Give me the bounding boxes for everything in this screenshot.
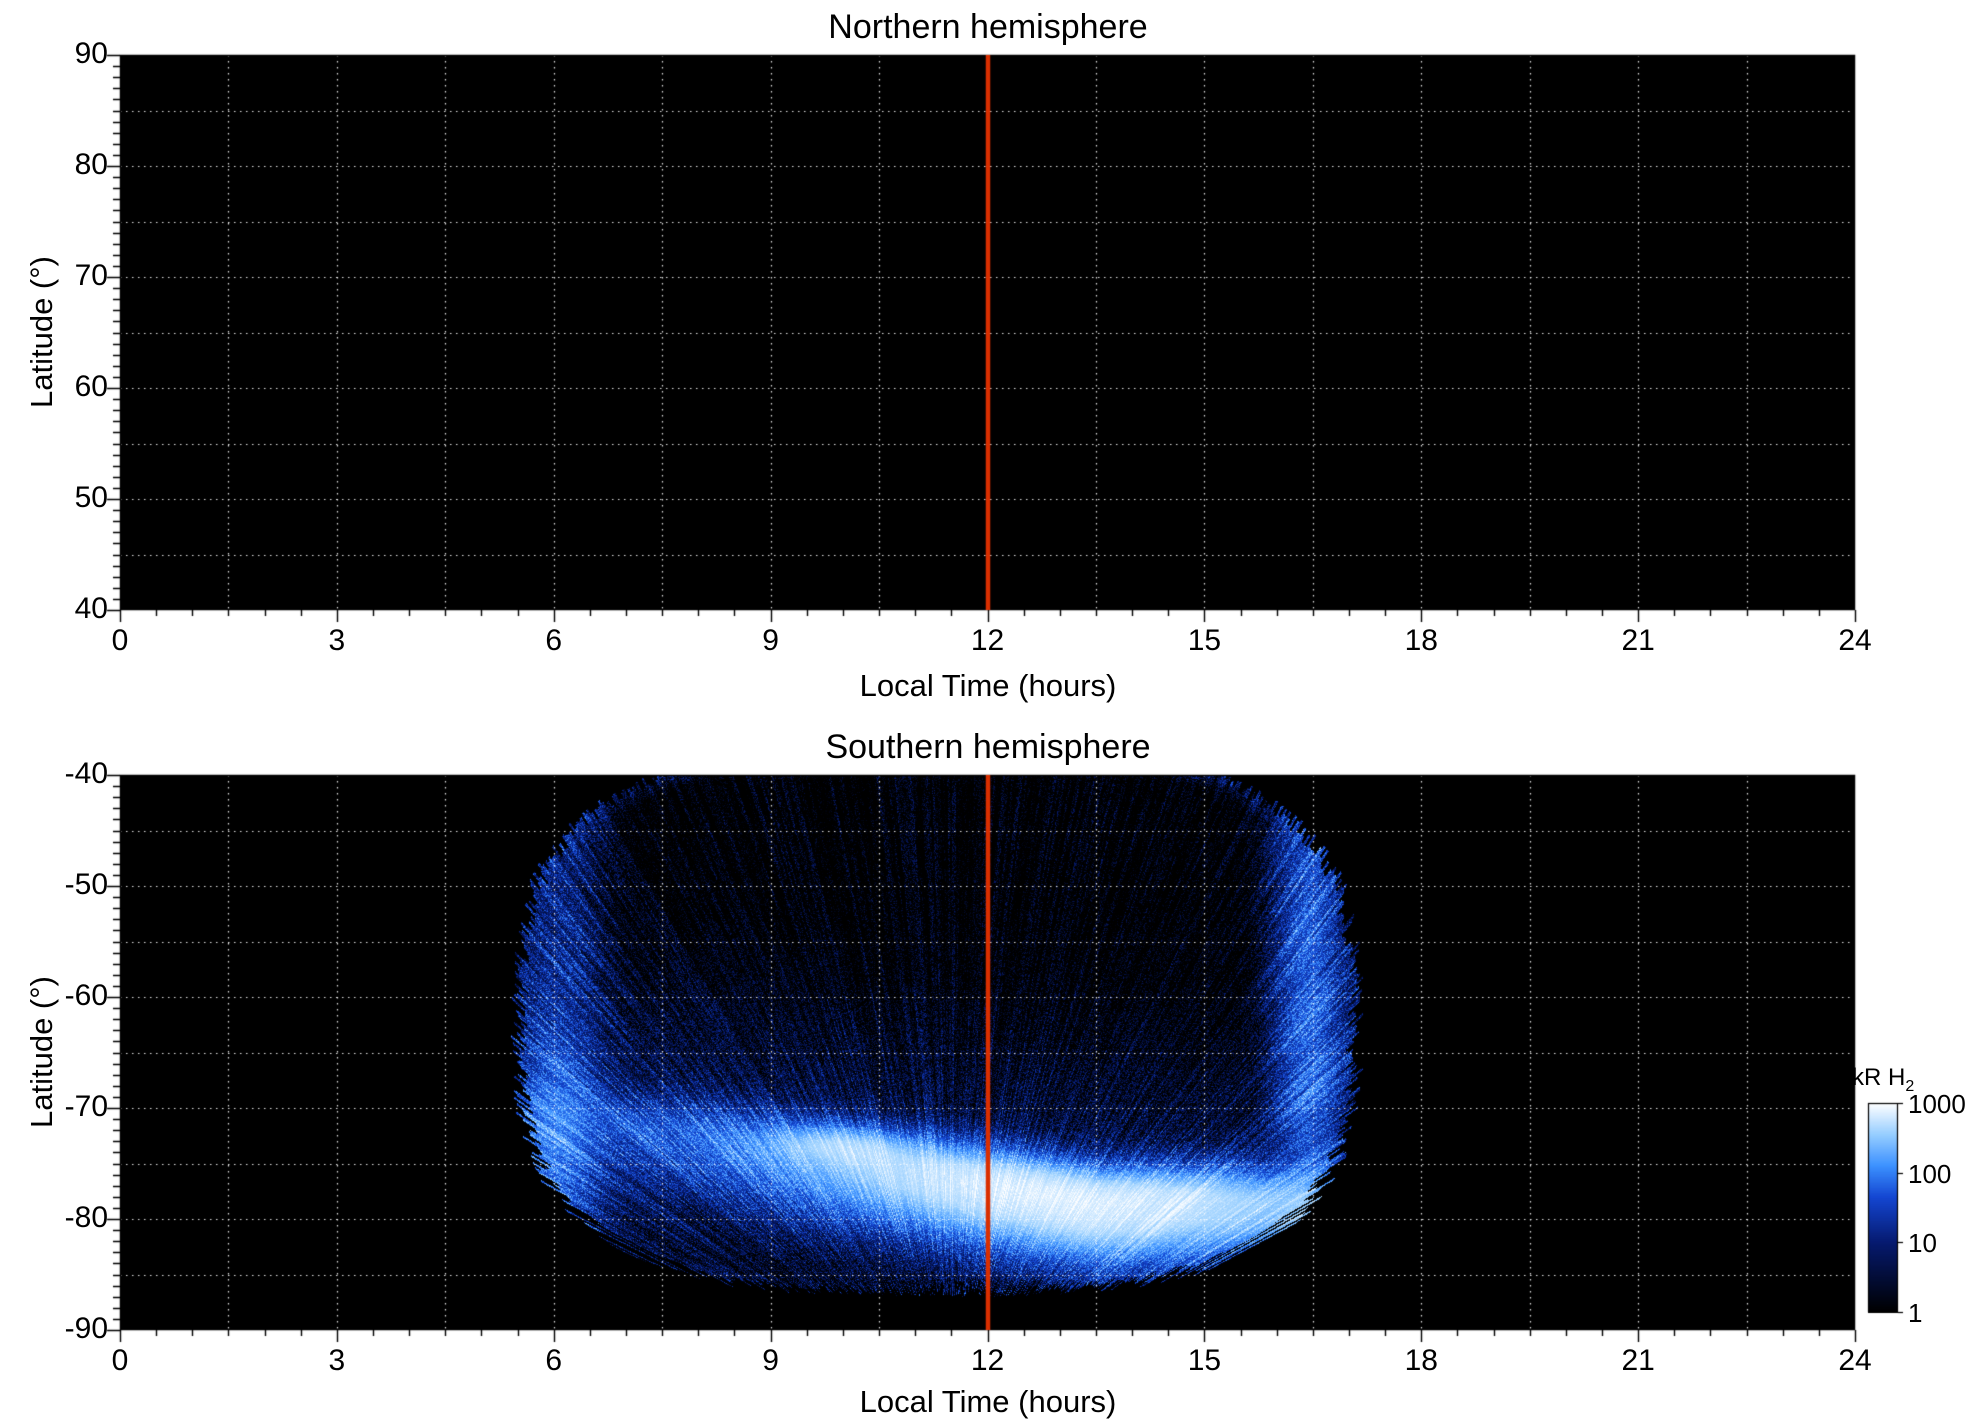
colorbar-label: kR H2	[1852, 1064, 1914, 1096]
south-panel-title: Southern hemisphere	[825, 728, 1151, 766]
colorbar-label-subscript: 2	[1905, 1077, 1915, 1095]
south-yaxis-label: Latitude (°)	[24, 976, 59, 1128]
north-yaxis-label: Latitude (°)	[24, 256, 59, 408]
south-xaxis-label: Local Time (hours)	[859, 1384, 1117, 1419]
colorbar-label-text: kR H	[1852, 1064, 1906, 1091]
north-panel-title: Northern hemisphere	[828, 8, 1148, 46]
north-xaxis-label: Local Time (hours)	[859, 668, 1117, 703]
